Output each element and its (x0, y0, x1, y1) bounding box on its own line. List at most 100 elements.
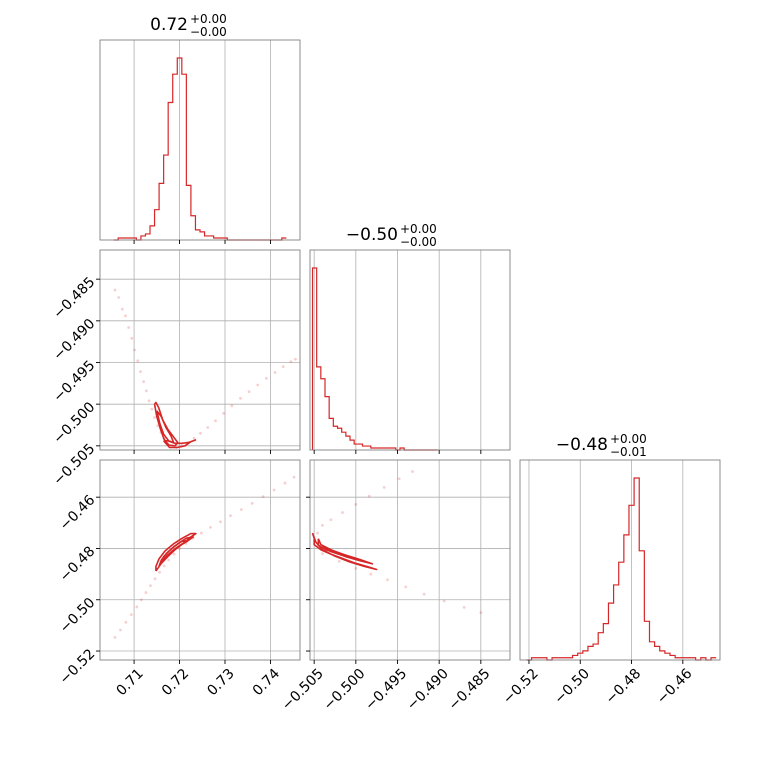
sample-point-2-8 (411, 470, 414, 473)
sample-point-1-24 (283, 481, 287, 485)
sample-point-0-2 (120, 307, 124, 311)
ytick-label-1-3: −0.490 (50, 316, 98, 364)
sample-point-2-7 (397, 477, 401, 481)
contour-1-0 (155, 532, 197, 572)
title-lower-1: −0.00 (400, 235, 437, 249)
hist-frame-0 (99, 39, 301, 241)
ytick-label-2-3: −0.46 (57, 492, 99, 534)
contour-0-0 (153, 401, 179, 447)
sample-point-0-31 (264, 376, 268, 380)
xtick-label-2-2: −0.48 (603, 666, 645, 708)
sample-point-0-29 (247, 390, 251, 394)
sample-point-1-9 (158, 570, 161, 574)
sample-point-1-21 (250, 501, 254, 505)
sample-point-2-14 (404, 585, 408, 589)
sample-point-0-25 (214, 419, 217, 423)
sample-point-1-2 (124, 620, 128, 624)
sample-point-2-12 (369, 572, 373, 576)
histogram-param-2 (526, 477, 717, 661)
histogram-param-0 (113, 57, 287, 241)
xtick-label-1-1: −0.500 (321, 666, 369, 714)
ytick-label-1-2: −0.495 (50, 358, 98, 406)
sample-point-0-32 (273, 371, 277, 374)
sample-point-0-34 (289, 360, 293, 364)
xtick-label-2-0: −0.52 (500, 666, 542, 708)
sample-point-0-13 (153, 416, 156, 419)
ytick-label-1-1: −0.500 (50, 399, 98, 447)
sample-point-2-2 (329, 518, 333, 522)
sample-point-0-10 (144, 389, 148, 393)
ytick-label-2-0: −0.52 (57, 646, 99, 688)
ytick-label-1-4: −0.485 (50, 274, 98, 322)
sample-point-0-3 (124, 314, 127, 318)
xtick-label-2-3: −0.46 (654, 666, 696, 708)
sample-point-1-19 (229, 514, 232, 518)
ytick-label-2-2: −0.48 (57, 544, 99, 586)
sample-point-0-30 (256, 383, 260, 387)
panel-frame-0 (99, 249, 301, 451)
sample-point-2-6 (382, 486, 386, 489)
sample-point-0-14 (156, 424, 160, 428)
sample-point-1-5 (139, 598, 143, 602)
sample-point-0-5 (130, 336, 134, 340)
sample-point-0-11 (147, 399, 151, 403)
xtick-label-1-3: −0.490 (404, 666, 452, 714)
sample-point-2-11 (354, 567, 358, 570)
title-upper-2: +0.00 (610, 432, 647, 446)
xtick-label-0-2: 0.73 (204, 666, 237, 699)
sample-point-0-4 (127, 326, 131, 329)
sample-point-0-24 (206, 426, 210, 429)
contour-2-0 (311, 532, 378, 571)
sample-point-2-18 (479, 611, 483, 614)
sample-point-2-4 (354, 502, 358, 506)
sample-point-1-25 (292, 475, 296, 479)
sample-point-0-28 (239, 396, 242, 400)
sample-point-0-27 (230, 404, 234, 408)
sample-point-1-7 (149, 584, 152, 588)
title-median-0: 0.72 (150, 15, 188, 35)
title-upper-0: +0.00 (190, 12, 227, 26)
ytick-label-2-1: −0.50 (57, 595, 99, 637)
sample-point-2-13 (386, 578, 389, 582)
sample-point-1-16 (199, 531, 203, 535)
histogram-param-1 (311, 267, 438, 451)
sample-point-2-16 (442, 599, 446, 603)
xtick-label-2-1: −0.50 (551, 666, 593, 708)
sample-point-2-1 (321, 523, 324, 527)
hist-frame-2 (519, 459, 721, 661)
title-upper-1: +0.00 (400, 222, 437, 236)
sample-point-1-6 (144, 591, 148, 594)
sample-point-0-9 (142, 380, 146, 384)
panel-frame-2 (309, 459, 511, 661)
title-lower-2: −0.01 (610, 445, 647, 459)
sample-point-2-0 (316, 531, 319, 535)
sample-point-1-17 (209, 526, 212, 529)
sample-point-1-0 (113, 636, 117, 639)
sample-point-1-8 (153, 577, 157, 581)
sample-point-1-11 (167, 558, 171, 562)
sample-point-0-12 (150, 407, 154, 411)
xtick-label-1-0: −0.505 (279, 666, 327, 714)
sample-point-0-6 (133, 348, 136, 352)
sample-point-0-0 (113, 288, 117, 292)
sample-point-0-1 (117, 296, 121, 299)
sample-point-1-20 (239, 508, 243, 511)
sample-point-1-18 (219, 520, 222, 524)
title-median-1: −0.50 (346, 225, 398, 245)
sample-point-1-22 (261, 495, 265, 499)
sample-point-0-35 (294, 357, 297, 361)
sample-point-0-33 (281, 365, 285, 369)
sample-point-1-10 (162, 564, 166, 568)
sample-point-2-10 (337, 559, 341, 563)
sample-point-2-17 (462, 606, 466, 609)
xtick-label-0-3: 0.74 (250, 666, 283, 699)
sample-point-1-23 (272, 488, 276, 492)
sample-point-1-13 (178, 547, 181, 550)
sample-point-2-3 (341, 511, 344, 514)
contour-0-2 (163, 439, 197, 449)
title-lower-0: −0.00 (190, 25, 227, 39)
sample-point-1-3 (129, 613, 133, 617)
sample-point-0-22 (192, 436, 196, 440)
contour-2-2 (322, 545, 374, 565)
